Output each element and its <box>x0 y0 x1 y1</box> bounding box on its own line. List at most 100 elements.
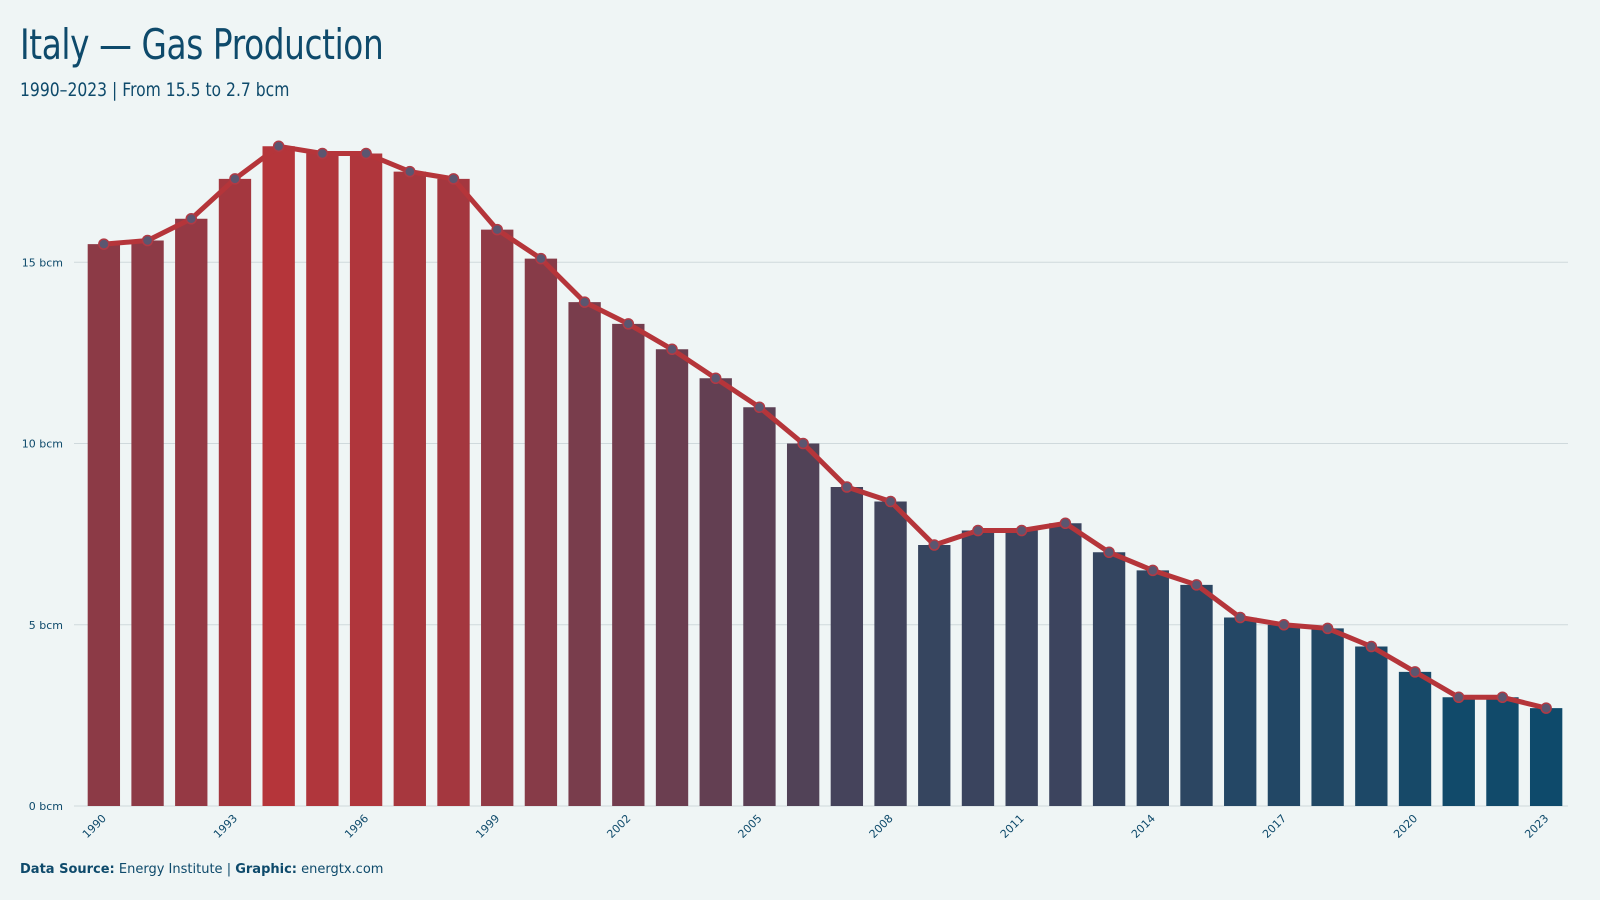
y-tick-label: 0 bcm <box>29 800 63 813</box>
y-tick-label: 10 bcm <box>22 438 63 451</box>
marker-2010 <box>972 524 984 537</box>
marker-1992 <box>185 213 198 225</box>
x-tick-label: 1993 <box>211 812 240 841</box>
chart-subtitle: 1990–2023 | From 15.5 to 2.7 bcm <box>20 79 290 101</box>
marker-1991 <box>141 234 154 247</box>
x-tick-label: 2023 <box>1522 812 1551 841</box>
y-tick-label: 5 bcm <box>29 619 63 632</box>
marker-2000 <box>535 252 547 265</box>
bar-2012 <box>1049 523 1082 806</box>
bar-2021 <box>1442 697 1475 806</box>
marker-2006 <box>797 437 809 450</box>
marker-1990 <box>98 238 110 250</box>
marker-2022 <box>1496 691 1509 703</box>
bar-1996 <box>349 153 383 806</box>
marker-2021 <box>1452 691 1465 703</box>
grid-lines <box>74 261 1568 807</box>
marker-2023 <box>1540 702 1552 714</box>
marker-2017 <box>1278 619 1290 631</box>
marker-2012 <box>1059 517 1072 529</box>
bar-2005 <box>743 407 776 806</box>
trend-line-layer <box>101 143 1549 711</box>
trend-line <box>101 143 1549 711</box>
bar-2004 <box>699 378 732 806</box>
bar-2002 <box>612 323 645 806</box>
bar-1990 <box>87 244 121 806</box>
bar-2003 <box>655 349 689 806</box>
bar-2006 <box>786 443 820 806</box>
bar-2000 <box>524 258 558 806</box>
x-tick-label: 2002 <box>604 812 633 841</box>
source-caption: Data Source: Energy Institute | Graphic:… <box>20 862 383 877</box>
bar-2020 <box>1398 671 1432 806</box>
bar-2015 <box>1180 584 1213 806</box>
x-axis-ticks: 1990 1993 1996 1999 2002 2005 2008 2011 2014 2017… <box>80 812 1551 841</box>
marker-2011 <box>1015 524 1028 537</box>
x-tick-label: 2011 <box>998 812 1027 841</box>
source-value: Energy Institute <box>118 862 223 877</box>
marker-2002 <box>622 318 635 330</box>
bar-2016 <box>1224 617 1257 806</box>
x-tick-label: 2017 <box>1260 812 1289 841</box>
marker-1995 <box>316 147 329 160</box>
bar-1992 <box>175 218 208 806</box>
x-tick-label: 1990 <box>80 812 109 841</box>
marker-2004 <box>709 372 722 384</box>
graphic-value: energtx.com <box>301 862 384 877</box>
markers <box>98 140 1552 714</box>
marker-2015 <box>1190 579 1203 591</box>
x-tick-label: 2014 <box>1129 812 1158 841</box>
marker-2003 <box>666 343 678 355</box>
marker-1993 <box>229 173 241 185</box>
bar-2017 <box>1267 624 1301 806</box>
x-tick-label: 1999 <box>473 812 502 841</box>
bar-1991 <box>131 240 164 806</box>
marker-2016 <box>1234 611 1246 624</box>
marker-1997 <box>404 165 416 178</box>
marker-2020 <box>1409 666 1421 678</box>
bar-1998 <box>437 178 470 806</box>
marker-1994 <box>272 140 285 152</box>
marker-1996 <box>360 147 372 160</box>
marker-1999 <box>491 223 503 236</box>
graphic-label: Graphic: <box>235 862 297 877</box>
x-tick-label: 2005 <box>736 812 765 841</box>
bar-2007 <box>830 487 864 806</box>
chart-title: Italy — Gas Production <box>20 20 384 69</box>
marker-2008 <box>884 495 897 508</box>
marker-2014 <box>1147 564 1159 577</box>
bar-1993 <box>218 178 252 806</box>
bar-2001 <box>568 302 601 806</box>
y-axis-ticks: 0 bcm 5 bcm 10 bcm 15 bcm <box>22 256 63 813</box>
bar-2008 <box>874 501 907 806</box>
bar-1997 <box>393 171 426 806</box>
marker-2013 <box>1103 546 1115 558</box>
caption-separator: | <box>226 862 232 877</box>
bar-2018 <box>1311 628 1344 806</box>
marker-2005 <box>753 401 766 413</box>
bar-2010 <box>961 530 995 806</box>
source-label: Data Source: <box>20 862 115 877</box>
marker-2007 <box>841 481 853 493</box>
bar-1999 <box>481 229 514 806</box>
x-tick-label: 1996 <box>342 812 371 841</box>
marker-1998 <box>447 173 460 185</box>
bars <box>87 146 1563 806</box>
x-tick-label: 2008 <box>867 812 896 841</box>
y-tick-label: 15 bcm <box>22 256 63 269</box>
bar-2011 <box>1005 530 1038 806</box>
bar-2022 <box>1486 697 1519 806</box>
marker-2001 <box>578 296 591 308</box>
bar-2013 <box>1092 552 1126 806</box>
marker-2009 <box>928 539 941 551</box>
marker-2019 <box>1365 640 1378 653</box>
bar-2019 <box>1355 646 1388 806</box>
bar-2009 <box>918 545 951 806</box>
x-tick-label: 2020 <box>1391 812 1420 841</box>
bar-1994 <box>262 146 295 806</box>
bar-2014 <box>1136 570 1169 806</box>
marker-2018 <box>1321 622 1334 635</box>
bar-1995 <box>306 153 339 806</box>
bar-2023 <box>1529 708 1563 806</box>
